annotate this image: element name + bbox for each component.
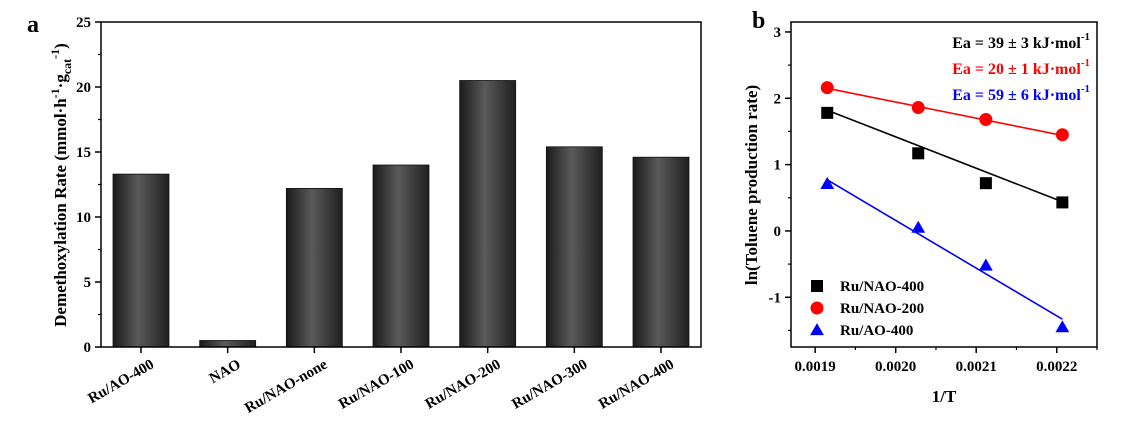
b-legend: Ru/NAO-400 Ru/NAO-200 Ru/AO-400 [810, 279, 924, 339]
fit-line-ru-ao-400 [826, 179, 1063, 320]
b-points [820, 81, 1070, 333]
point-ru-nao-200 [911, 101, 925, 115]
legend-label-ru-nao-400: Ru/NAO-400 [840, 279, 924, 295]
a-y-axis-label: Demethoxylation Rate (mmol·h-1·gcat-1) [48, 43, 74, 327]
b-y-axis: -1 0 1 2 3 [769, 25, 791, 332]
bar-ru-ao-400 [112, 173, 170, 348]
b-xtick-label: 0.0022 [1036, 359, 1077, 375]
legend-marker-ru-ao-400 [810, 323, 824, 336]
point-ru-nao-200 [979, 113, 993, 126]
a-ytick-label: 10 [76, 210, 91, 226]
a-ylabel-sub: cat [60, 59, 74, 74]
panel-b: b -1 0 1 2 3 0.0019 0.0020 0.0021 0.0022 Ea = 3… [742, 8, 1098, 406]
a-xtick-label: Ru/NAO-400 [596, 357, 677, 413]
legend-marker-ru-nao-200 [810, 301, 824, 315]
a-ylabel-sup1: -1 [48, 88, 62, 98]
b-ytick-label: -1 [769, 290, 782, 306]
point-ru-nao-400 [912, 147, 925, 160]
b-fit-lines [826, 87, 1063, 320]
point-ru-ao-400 [978, 258, 993, 271]
a-xtick-label: Ru/NAO-none [242, 356, 330, 416]
point-ru-nao-400 [1056, 196, 1069, 209]
b-ytick-label: 0 [774, 224, 782, 240]
b-ytick-label: 3 [774, 25, 782, 41]
point-ru-nao-200 [820, 81, 834, 95]
b-x-axis-label: 1/T [932, 387, 957, 406]
bar-nao [199, 340, 257, 348]
b-ytick-label: 2 [774, 91, 782, 107]
bar-ru-nao-none [285, 187, 343, 348]
bar-ru-nao-100 [372, 164, 430, 348]
point-ru-ao-400 [1055, 320, 1070, 333]
b-plot-frame [790, 21, 1098, 348]
a-ylabel-sup2: -1 [48, 49, 62, 59]
a-xtick-label: Ru/NAO-300 [509, 357, 590, 413]
fit-line-ru-nao-400 [826, 109, 1063, 203]
b-xtick-label: 0.0020 [875, 359, 916, 375]
a-xtick-label: NAO [207, 357, 244, 388]
b-xtick-label: 0.0019 [795, 359, 836, 375]
bar-ru-nao-300 [545, 146, 603, 348]
a-ylabel-main: Demethoxylation Rate (mmol·h [51, 98, 70, 327]
point-ru-nao-400 [821, 106, 834, 119]
fit-line-ru-nao-200 [827, 87, 1063, 137]
a-ylabel-end: ) [51, 43, 70, 49]
panel-b-letter: b [752, 8, 765, 34]
bar-ru-nao-400 [632, 156, 690, 348]
bar-ru-nao-200 [459, 80, 517, 348]
legend-label-ru-ao-400: Ru/AO-400 [840, 323, 913, 339]
b-y-axis-label: ln(Toluene production rate) [742, 85, 761, 285]
point-ru-nao-400 [979, 177, 992, 190]
b-x-axis: 0.0019 0.0020 0.0021 0.0022 [795, 347, 1098, 375]
a-ytick-label: 25 [76, 15, 91, 31]
a-ytick-label: 0 [84, 340, 92, 356]
a-xtick-label: Ru/AO-400 [85, 357, 157, 408]
ea-annotation-ru-nao-200: Ea = 20 ± 1 kJ·mol-1 [952, 57, 1090, 78]
point-ru-ao-400 [911, 220, 926, 233]
a-bars [112, 80, 690, 348]
a-ylabel-mid: ·g [51, 74, 70, 89]
a-ytick-label: 15 [76, 145, 91, 161]
b-ytick-label: 1 [774, 158, 782, 174]
a-xtick-label: Ru/NAO-200 [423, 357, 504, 413]
legend-marker-ru-nao-400 [811, 280, 823, 292]
point-ru-ao-400 [820, 176, 835, 190]
a-y-axis: 0 5 10 15 20 25 [76, 15, 101, 356]
legend-label-ru-nao-200: Ru/NAO-200 [840, 301, 924, 317]
point-ru-nao-200 [1055, 128, 1069, 142]
ea-annotation-ru-nao-400: Ea = 39 ± 3 kJ·mol-1 [952, 31, 1090, 52]
panel-a-letter: a [27, 12, 39, 38]
ea-annotation-ru-ao-400: Ea = 59 ± 6 kJ·mol-1 [952, 83, 1090, 104]
a-ytick-label: 5 [84, 275, 92, 291]
b-xtick-label: 0.0021 [956, 359, 997, 375]
b-annotations: Ea = 39 ± 3 kJ·mol-1 Ea = 20 ± 1 kJ·mol-1… [952, 31, 1090, 104]
a-ytick-label: 20 [76, 80, 91, 96]
a-xtick-label: Ru/NAO-100 [336, 357, 417, 413]
